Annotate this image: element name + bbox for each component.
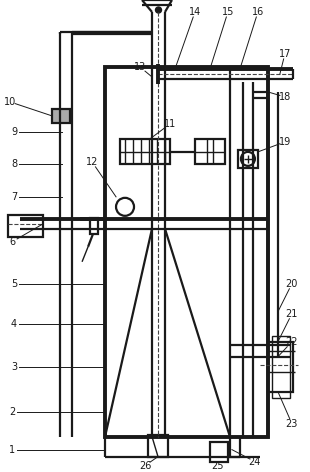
Circle shape — [156, 7, 162, 13]
Text: 7: 7 — [11, 192, 17, 202]
Text: 1: 1 — [9, 445, 15, 455]
Text: 6: 6 — [9, 237, 15, 247]
Circle shape — [116, 198, 134, 216]
Bar — [148, 435, 168, 456]
Text: 17: 17 — [279, 49, 291, 59]
Bar — [272, 336, 290, 398]
Text: 14: 14 — [189, 7, 201, 17]
Text: 18: 18 — [279, 92, 291, 102]
Text: 15: 15 — [222, 7, 234, 17]
Text: 24: 24 — [249, 456, 261, 467]
Text: 21: 21 — [286, 309, 298, 319]
Text: 25: 25 — [212, 461, 224, 471]
Bar — [230, 67, 268, 437]
Bar — [105, 67, 268, 437]
Text: 26: 26 — [139, 461, 151, 471]
Text: 22: 22 — [286, 337, 298, 347]
Text: 23: 23 — [286, 419, 298, 429]
Bar — [210, 442, 228, 462]
Circle shape — [241, 152, 255, 166]
Text: 11: 11 — [164, 119, 176, 129]
Text: 5: 5 — [11, 279, 17, 289]
Text: 9: 9 — [11, 127, 17, 137]
Bar — [268, 342, 293, 392]
Text: 19: 19 — [279, 137, 291, 147]
Text: 13: 13 — [134, 62, 146, 72]
Bar — [90, 218, 98, 234]
Bar — [120, 139, 170, 164]
Text: 8: 8 — [11, 159, 17, 169]
Text: 10: 10 — [4, 97, 16, 107]
Text: 16: 16 — [252, 7, 264, 17]
Bar — [238, 150, 258, 168]
Text: 12: 12 — [86, 157, 98, 167]
Text: 4: 4 — [11, 319, 17, 329]
Bar — [8, 215, 43, 237]
Text: 2: 2 — [9, 407, 15, 417]
Text: 20: 20 — [286, 279, 298, 289]
Bar — [52, 109, 70, 123]
Text: 3: 3 — [11, 362, 17, 372]
Bar — [195, 139, 225, 164]
